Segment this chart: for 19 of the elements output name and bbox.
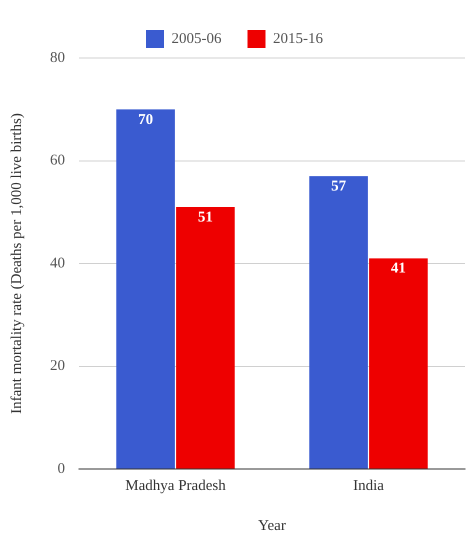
- data-label: 51: [198, 209, 213, 226]
- y-tick-label: 20: [50, 358, 65, 374]
- y-tick-label: 60: [50, 152, 65, 169]
- bar: [369, 258, 428, 468]
- legend-label: 2015-16: [273, 30, 324, 47]
- x-tick-label: Madhya Pradesh: [125, 478, 226, 494]
- bar: [309, 176, 368, 468]
- y-tick-label: 80: [50, 50, 65, 66]
- bar: [116, 109, 175, 468]
- x-axis-title: Year: [258, 518, 286, 534]
- bar: [176, 206, 235, 468]
- data-label: 57: [331, 178, 347, 195]
- y-axis-title: Infant mortality rate (Deaths per 1,000 live births): [8, 113, 25, 414]
- data-label: 70: [138, 112, 154, 128]
- legend-label: 2005-06: [172, 30, 222, 47]
- data-label: 41: [390, 260, 406, 277]
- y-tick-label: 0: [58, 460, 65, 477]
- x-tick-label: India: [353, 478, 384, 494]
- y-tick-label: 40: [50, 255, 65, 272]
